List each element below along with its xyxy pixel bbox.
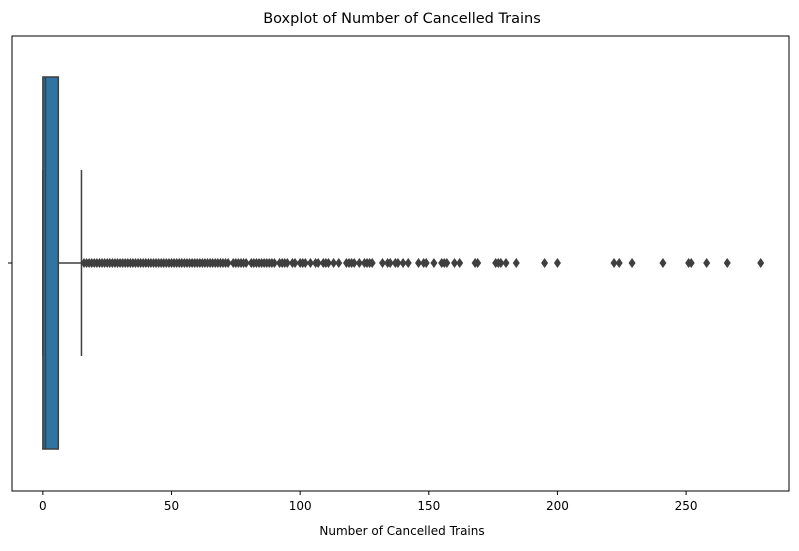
outlier-point — [659, 258, 667, 268]
outlier-point — [270, 258, 278, 268]
outlier-point — [378, 258, 386, 268]
outlier-point — [394, 258, 402, 268]
outlier-point — [430, 258, 438, 268]
outlier-point — [314, 258, 322, 268]
outlier-point — [497, 258, 505, 268]
outlier-point — [512, 258, 520, 268]
outlier-point — [723, 258, 731, 268]
x-tick-label: 50 — [164, 499, 179, 513]
x-tick-label: 150 — [417, 499, 440, 513]
outlier-point — [224, 258, 232, 268]
outlier-point — [628, 258, 636, 268]
chart-title: Boxplot of Number of Cancelled Trains — [263, 11, 541, 27]
outlier-point — [399, 258, 407, 268]
outlier-point — [451, 258, 459, 268]
outlier-point — [502, 258, 510, 268]
outlier-point — [335, 258, 343, 268]
outlier-point — [615, 258, 623, 268]
outlier-point — [242, 258, 250, 268]
box-group — [42, 76, 83, 450]
outlier-point — [291, 258, 299, 268]
outlier-point — [386, 258, 394, 268]
x-tick-label: 100 — [289, 499, 312, 513]
outlier-point — [324, 258, 332, 268]
outlier-point — [422, 258, 430, 268]
outlier-point — [404, 258, 412, 268]
x-axis-label: Number of Cancelled Trains — [319, 524, 484, 538]
outlier-point — [553, 258, 561, 268]
outlier-point — [355, 258, 363, 268]
outlier-point — [757, 258, 765, 268]
outlier-point — [330, 258, 338, 268]
outlier-point — [610, 258, 618, 268]
outlier-point — [301, 258, 309, 268]
outlier-point — [703, 258, 711, 268]
outlier-point — [456, 258, 464, 268]
outlier-group — [80, 258, 765, 268]
outlier-point — [474, 258, 482, 268]
outlier-point — [368, 258, 376, 268]
outlier-point — [306, 258, 314, 268]
x-tick-label: 200 — [546, 499, 569, 513]
outlier-point — [687, 258, 695, 268]
x-axis-ticks: 0 50 100 150 200 250 — [39, 491, 698, 513]
outlier-point — [283, 258, 291, 268]
x-tick-label: 250 — [675, 499, 698, 513]
x-tick-label: 0 — [39, 499, 47, 513]
outlier-point — [443, 258, 451, 268]
outlier-point — [541, 258, 549, 268]
outlier-point — [350, 258, 358, 268]
outlier-point — [415, 258, 423, 268]
